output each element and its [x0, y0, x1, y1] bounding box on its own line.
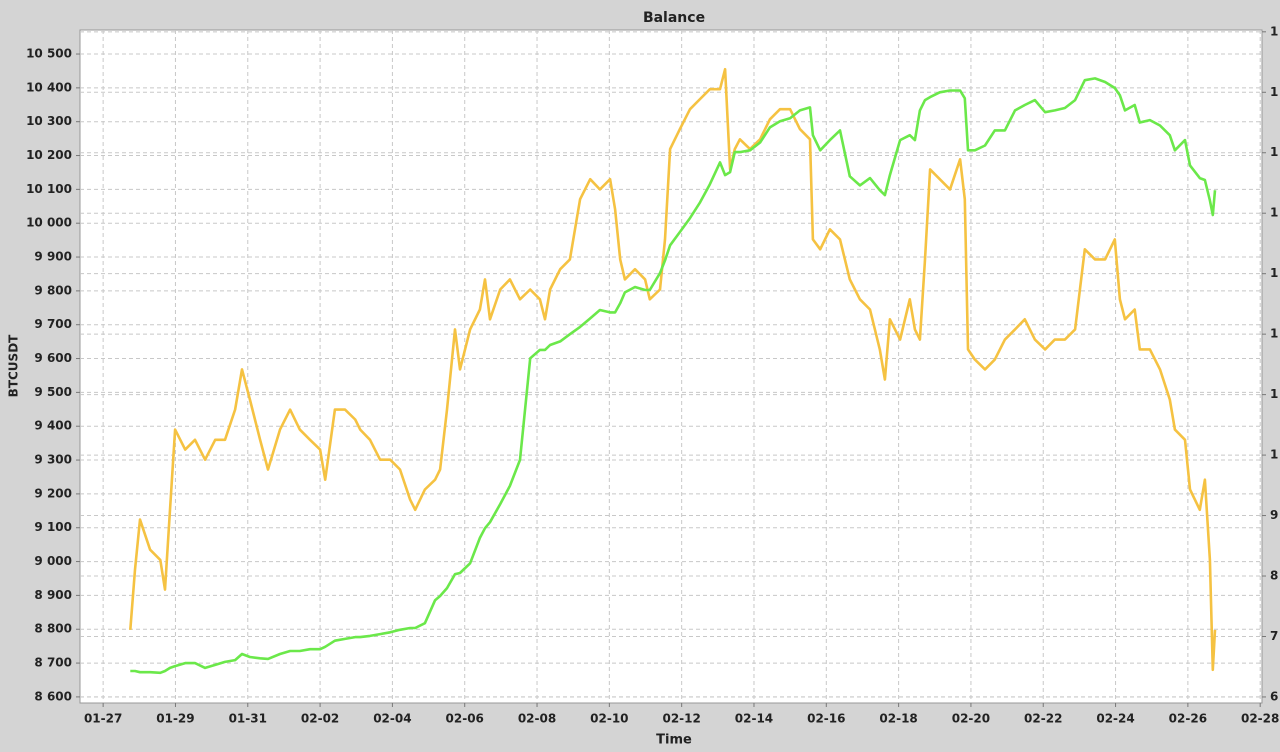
y2-tick-label: 1 — [1270, 448, 1278, 462]
x-tick-label: 02-16 — [807, 712, 845, 726]
x-tick-label: 02-02 — [301, 712, 339, 726]
x-tick-label: 01-31 — [229, 712, 267, 726]
y-tick-label: 9 900 — [34, 250, 72, 264]
y2-tick-label: 7 — [1270, 629, 1278, 643]
y-tick-label: 9 300 — [34, 453, 72, 467]
y-tick-label: 10 100 — [26, 182, 72, 196]
y-tick-label: 9 600 — [34, 351, 72, 365]
x-tick-label: 02-08 — [518, 712, 556, 726]
x-axis-label: Time — [656, 733, 692, 748]
y-tick-label: 8 700 — [34, 656, 72, 670]
x-tick-label: 02-24 — [1096, 712, 1134, 726]
y-tick-label: 9 500 — [34, 385, 72, 399]
y-tick-label: 9 700 — [34, 317, 72, 331]
x-tick-label: 02-18 — [879, 712, 917, 726]
y-tick-label: 8 600 — [34, 689, 72, 703]
x-tick-label: 02-28 — [1241, 712, 1279, 726]
plot-area — [79, 29, 1263, 704]
y-tick-label: 9 000 — [34, 554, 72, 568]
y-axis-label: BTCUSDT — [7, 334, 21, 397]
y-tick-label: 10 300 — [26, 114, 72, 128]
series-line — [129, 67, 1217, 672]
y-tick-label: 9 100 — [34, 520, 72, 534]
x-tick-label: 02-14 — [735, 712, 773, 726]
y2-tick-label: 1 — [1270, 145, 1278, 159]
y-tick-label: 10 000 — [26, 216, 72, 230]
series-line — [130, 77, 1217, 675]
y2-tick-label: 1 — [1270, 206, 1278, 220]
y2-tick-label: 1 — [1270, 24, 1278, 38]
y-tick-label: 9 400 — [34, 419, 72, 433]
y2-tick-label: 9 — [1270, 508, 1278, 522]
x-tick-label: 02-10 — [590, 712, 628, 726]
y2-tick-label: 1 — [1270, 387, 1278, 401]
y2-tick-label: 1 — [1270, 266, 1278, 280]
x-tick-label: 01-29 — [156, 712, 194, 726]
y2-tick-label: 1 — [1270, 327, 1278, 341]
y2-tick-label: 1 — [1270, 85, 1278, 99]
x-tick-label: 02-22 — [1024, 712, 1062, 726]
y-tick-label: 8 800 — [34, 622, 72, 636]
y2-tick-label: 8 — [1270, 569, 1278, 583]
x-tick-label: 01-27 — [84, 712, 122, 726]
y-tick-label: 10 200 — [26, 148, 72, 162]
y-tick-label: 10 400 — [26, 80, 72, 94]
x-tick-label: 02-12 — [662, 712, 700, 726]
x-tick-label: 02-20 — [952, 712, 990, 726]
x-tick-label: 02-06 — [446, 712, 484, 726]
y2-tick-label: 6 — [1270, 689, 1278, 703]
y-tick-label: 8 900 — [34, 588, 72, 602]
y-tick-label: 10 500 — [26, 47, 72, 61]
y-tick-label: 9 200 — [34, 486, 72, 500]
chart-title: Balance — [643, 10, 705, 26]
x-tick-label: 02-26 — [1169, 712, 1207, 726]
y-tick-label: 9 800 — [34, 283, 72, 297]
x-tick-label: 02-04 — [373, 712, 411, 726]
